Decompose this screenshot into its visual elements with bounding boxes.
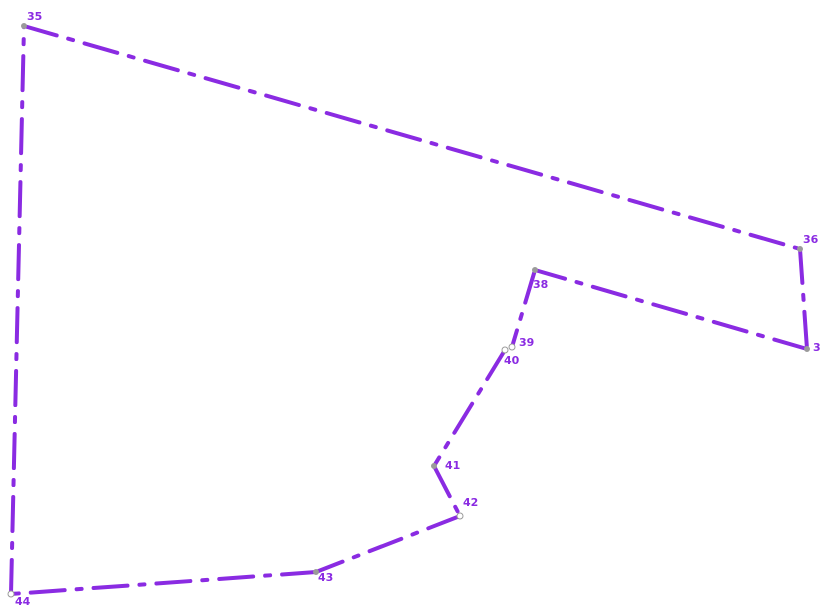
vertex-39	[508, 343, 516, 351]
point-label-40: 40	[504, 354, 520, 367]
segment-42-43	[314, 514, 462, 574]
point-label-44: 44	[15, 595, 31, 607]
vertex-43	[313, 569, 319, 575]
boundary-vertices	[7, 23, 810, 598]
point-label-35: 35	[27, 10, 42, 23]
segment-40-41	[432, 348, 507, 468]
vertex-44	[7, 590, 15, 598]
segment-35-36	[22, 24, 802, 251]
segment-43-44	[9, 570, 318, 596]
segment-36-37	[798, 247, 809, 351]
boundary-segments	[9, 24, 809, 596]
point-label-42: 42	[463, 496, 478, 509]
segment-44-35	[9, 24, 26, 596]
vertex-38	[532, 267, 538, 273]
segment-41-42	[432, 464, 462, 518]
vertex-36	[797, 246, 803, 252]
point-label-43: 43	[318, 571, 333, 584]
point-label-38: 38	[533, 278, 548, 291]
vertex-40	[501, 346, 509, 354]
vertex-41	[431, 463, 437, 469]
point-labels: 35 36 3 38 39 40 41 42 43 44	[15, 10, 821, 607]
vertex-35	[21, 23, 27, 29]
vertex-42	[456, 512, 464, 520]
segment-37-38	[533, 268, 809, 351]
point-label-41: 41	[445, 459, 460, 472]
point-label-39: 39	[519, 336, 534, 349]
segment-38-39	[510, 268, 537, 349]
vertex-37	[804, 346, 810, 352]
point-label-37: 3	[813, 341, 821, 354]
point-label-36: 36	[803, 233, 819, 246]
